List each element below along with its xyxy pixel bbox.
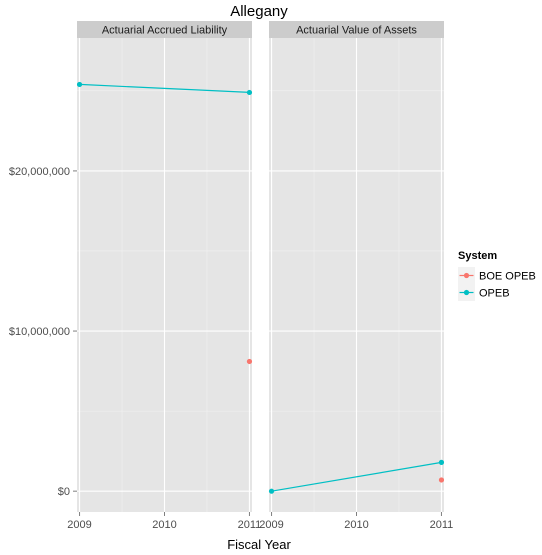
- series-boe-opeb: [246, 358, 253, 365]
- x-tick-label: 2010: [344, 519, 368, 531]
- data-point: [246, 358, 253, 365]
- strip-background: [77, 21, 252, 38]
- data-point: [268, 488, 275, 494]
- y-tick-label: $0: [58, 486, 70, 498]
- legend: System BOE OPEB OPEB: [458, 250, 536, 301]
- series-opeb: [268, 459, 445, 494]
- x-tick-label: 2011: [238, 519, 262, 531]
- series-opeb: [76, 81, 253, 96]
- y-tick-label: $10,000,000: [9, 326, 70, 338]
- series-line: [79, 83, 250, 93]
- y-axis: $0 $10,000,000 $20,000,000: [9, 166, 77, 498]
- panel-1: Actuarial Accrued Liability 2009 2010 2011: [67, 21, 261, 531]
- strip-label: Actuarial Value of Assets: [296, 25, 417, 37]
- legend-label: OPEB: [479, 288, 510, 300]
- y-tick-label: $20,000,000: [9, 166, 70, 178]
- x-axis-title: Fiscal Year: [227, 537, 291, 552]
- data-point: [246, 89, 253, 96]
- data-point: [76, 81, 83, 88]
- x-tick-label: 2010: [152, 519, 176, 531]
- series-line: [271, 461, 442, 492]
- strip-label: Actuarial Accrued Liability: [102, 25, 228, 37]
- data-point: [438, 477, 445, 483]
- legend-key-point: [463, 272, 470, 279]
- data-point: [438, 459, 445, 465]
- strip-background: [269, 21, 444, 38]
- panel-2: Actuarial Value of Assets 2009 2010 2011: [259, 21, 453, 531]
- x-tick-label: 2011: [430, 519, 454, 531]
- x-tick-label: 2009: [259, 519, 283, 531]
- legend-key-point: [463, 289, 470, 296]
- legend-label: BOE OPEB: [479, 271, 536, 283]
- legend-item: BOE OPEB: [458, 267, 536, 284]
- series-boe-opeb: [438, 477, 445, 483]
- legend-title: System: [458, 250, 497, 262]
- x-tick-label: 2009: [67, 519, 91, 531]
- legend-item: OPEB: [458, 284, 510, 301]
- chart-title: Allegany: [230, 3, 288, 20]
